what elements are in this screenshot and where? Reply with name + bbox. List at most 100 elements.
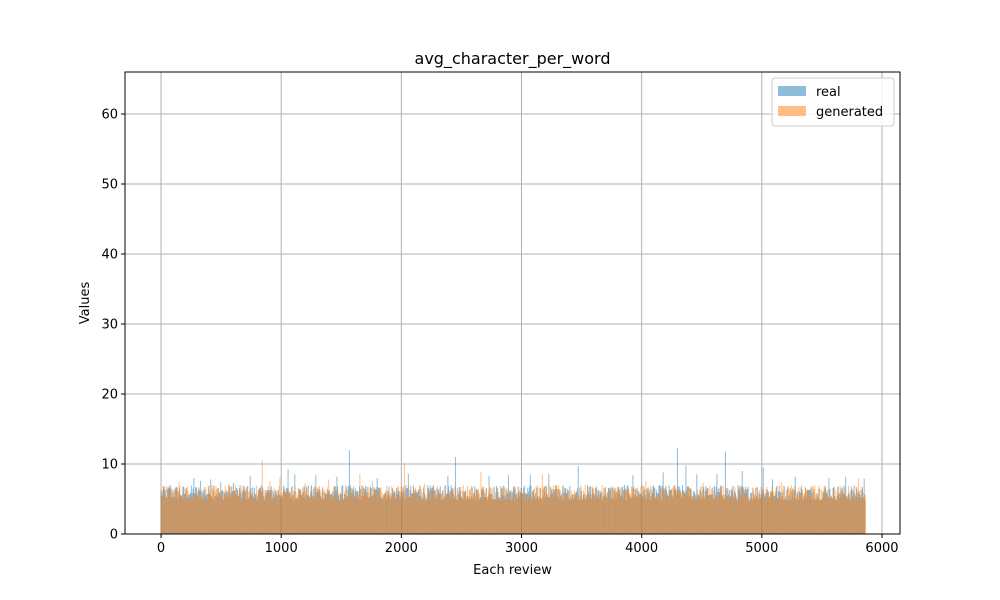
bar-generated xyxy=(826,493,828,534)
bar-generated xyxy=(349,492,351,534)
bar-generated xyxy=(356,496,358,534)
bar-generated xyxy=(245,487,247,534)
bar-generated xyxy=(609,496,611,534)
bar-generated xyxy=(834,498,836,534)
bar-generated xyxy=(218,499,220,534)
bar-generated xyxy=(283,490,285,534)
bar-generated xyxy=(728,498,730,534)
bar-generated xyxy=(216,488,218,534)
x-tick-label: 1000 xyxy=(265,541,298,556)
bar-generated xyxy=(535,499,537,534)
bar-generated xyxy=(393,493,395,534)
bar-generated xyxy=(674,487,676,534)
bar-generated xyxy=(796,495,798,534)
bar-generated xyxy=(662,487,664,534)
bar-generated xyxy=(699,488,701,534)
bar-generated xyxy=(686,487,688,534)
bar-generated xyxy=(701,496,703,534)
bar-generated xyxy=(717,497,719,534)
bar-generated xyxy=(290,493,292,534)
bar-generated xyxy=(538,487,540,534)
bar-generated xyxy=(368,492,370,534)
bar-generated xyxy=(341,494,343,534)
bar-generated xyxy=(462,485,464,534)
bar-real xyxy=(348,450,350,534)
bar-generated xyxy=(413,486,415,534)
bar-generated xyxy=(618,489,620,534)
bar-generated xyxy=(736,498,738,534)
bar-generated xyxy=(296,497,298,534)
bar-generated xyxy=(479,497,481,534)
bar-generated xyxy=(172,493,174,534)
bar-generated xyxy=(753,493,755,534)
bar-generated xyxy=(783,489,785,534)
bar-generated xyxy=(365,488,367,534)
bar-generated xyxy=(633,488,635,534)
bar-generated xyxy=(257,490,259,534)
bar-generated xyxy=(403,486,405,534)
bar-generated xyxy=(314,495,316,534)
bar-generated xyxy=(767,499,769,534)
bar-generated xyxy=(308,495,310,534)
bar-generated xyxy=(161,495,163,534)
bar-generated xyxy=(509,490,511,534)
bar-generated xyxy=(482,486,484,534)
bar-generated xyxy=(749,496,751,534)
bar-generated xyxy=(276,500,278,534)
bar-generated xyxy=(560,495,562,534)
bar-generated xyxy=(408,496,410,534)
bar-generated xyxy=(595,499,597,534)
bar-generated xyxy=(604,487,606,534)
bar-generated xyxy=(747,498,749,534)
bar-generated xyxy=(582,498,584,534)
bar-generated xyxy=(467,486,469,534)
bar-generated xyxy=(607,500,609,534)
bar-generated xyxy=(664,492,666,534)
bar-generated xyxy=(603,488,605,534)
bar-generated xyxy=(424,483,426,534)
bar-generated xyxy=(305,491,307,534)
bar-generated xyxy=(355,496,357,534)
bar-generated xyxy=(610,499,612,534)
bar-generated xyxy=(205,487,207,534)
bar-generated xyxy=(339,492,341,534)
bar-generated xyxy=(546,493,548,534)
bar-generated xyxy=(695,495,697,534)
bar-generated xyxy=(655,500,657,534)
bar-generated xyxy=(657,493,659,534)
bar-generated xyxy=(811,487,813,534)
bar-generated xyxy=(249,490,251,534)
bar-generated xyxy=(361,485,363,534)
bar-generated xyxy=(815,495,817,534)
bar-generated xyxy=(385,490,387,534)
bar-generated xyxy=(188,494,190,534)
bar-generated xyxy=(474,489,476,534)
bar-generated xyxy=(715,496,717,534)
bar-generated xyxy=(318,486,320,534)
bar-generated xyxy=(403,463,405,534)
bar-generated xyxy=(204,496,206,534)
bar-generated xyxy=(500,499,502,534)
bar-generated xyxy=(274,493,276,534)
bar-generated xyxy=(253,498,255,534)
bar-generated xyxy=(178,482,180,534)
bar-generated xyxy=(789,500,791,534)
bar-generated xyxy=(544,492,546,534)
bar-generated xyxy=(735,495,737,534)
bar-generated xyxy=(827,496,829,534)
bar-generated xyxy=(306,488,308,534)
bar-generated xyxy=(343,498,345,534)
bar-generated xyxy=(465,491,467,534)
bar-generated xyxy=(590,497,592,534)
bar-generated xyxy=(322,486,324,534)
bar-generated xyxy=(804,493,806,534)
bar-generated xyxy=(786,490,788,534)
bar-generated xyxy=(284,492,286,534)
bar-generated xyxy=(461,490,463,534)
bar-generated xyxy=(332,496,334,534)
bar-generated xyxy=(276,491,278,534)
chart-title: avg_character_per_word xyxy=(415,49,611,69)
bar-generated xyxy=(740,486,742,534)
bar-generated xyxy=(589,485,591,534)
bar-generated xyxy=(238,494,240,534)
